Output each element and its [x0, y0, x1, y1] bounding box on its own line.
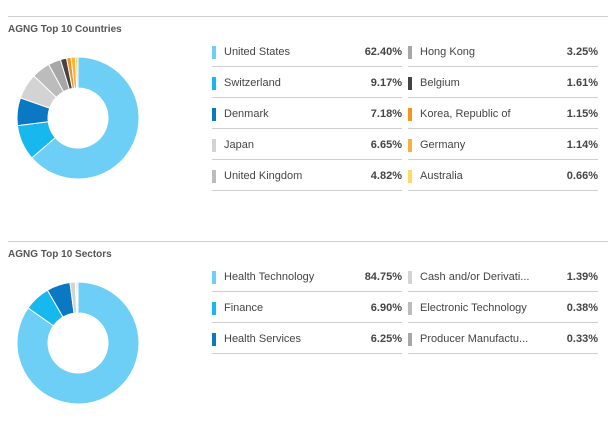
legend-value: 6.65%: [370, 139, 402, 151]
legend-label: United States: [224, 46, 291, 58]
legend-swatch: [408, 77, 412, 90]
legend-swatch: [408, 271, 412, 284]
legend-label: Belgium: [420, 77, 460, 89]
legend-swatch: [408, 170, 412, 183]
legend-item[interactable]: Hong Kong 3.25%: [408, 36, 598, 67]
legend-item[interactable]: Korea, Republic of 1.15%: [408, 98, 598, 129]
donut-slice-united-states[interactable]: [31, 56, 140, 180]
donut-slice-producer-manufactu[interactable]: [76, 281, 79, 314]
legend-label: Health Technology: [224, 271, 315, 283]
donut-slice-australia[interactable]: [74, 56, 79, 89]
legend-item[interactable]: Finance 6.90%: [212, 292, 402, 323]
donut-slice-health-technology[interactable]: [16, 281, 140, 405]
legend-label: Denmark: [224, 108, 269, 120]
countries-legend-right: Hong Kong 3.25% Belgium 1.61% Korea, Republi…: [408, 36, 598, 191]
legend-swatch: [212, 271, 216, 284]
section-divider: [8, 16, 608, 17]
legend-value: 9.17%: [370, 77, 402, 89]
legend-item[interactable]: Germany 1.14%: [408, 129, 598, 160]
legend-value: 1.61%: [566, 77, 598, 89]
legend-swatch: [408, 108, 412, 121]
legend-value: 1.15%: [566, 108, 598, 120]
legend-value: 6.90%: [370, 302, 402, 314]
legend-item[interactable]: Japan 6.65%: [212, 129, 402, 160]
legend-swatch: [212, 108, 216, 121]
legend-item[interactable]: Health Services 6.25%: [212, 323, 402, 354]
legend-value: 84.75%: [364, 271, 402, 283]
legend-swatch: [408, 333, 412, 346]
legend-swatch: [212, 77, 216, 90]
legend-label: Finance: [224, 302, 264, 314]
sectors-donut-chart: [16, 281, 140, 405]
section-divider: [8, 241, 608, 242]
legend-value: 3.25%: [566, 46, 598, 58]
legend-item[interactable]: United States 62.40%: [212, 36, 402, 67]
legend-label: Health Services: [224, 333, 302, 345]
legend-swatch: [212, 170, 216, 183]
legend-swatch: [212, 46, 216, 59]
legend-label: Korea, Republic of: [420, 108, 511, 120]
legend-value: 4.82%: [370, 170, 402, 182]
legend-item[interactable]: Belgium 1.61%: [408, 67, 598, 98]
legend-swatch: [408, 302, 412, 315]
legend-item[interactable]: Producer Manufactu... 0.33%: [408, 323, 598, 354]
legend-label: Hong Kong: [420, 46, 476, 58]
legend-swatch: [408, 139, 412, 152]
legend-value: 0.33%: [566, 333, 598, 345]
legend-item[interactable]: Switzerland 9.17%: [212, 67, 402, 98]
legend-label: Germany: [420, 139, 466, 151]
legend-label: Japan: [224, 139, 254, 151]
legend-item[interactable]: Health Technology 84.75%: [212, 261, 402, 292]
legend-value: 0.38%: [566, 302, 598, 314]
section-title: AGNG Top 10 Sectors: [8, 249, 112, 260]
legend-value: 1.14%: [566, 139, 598, 151]
countries-legend-left: United States 62.40% Switzerland 9.17% Denma…: [212, 36, 402, 191]
legend-item[interactable]: Denmark 7.18%: [212, 98, 402, 129]
legend-swatch: [408, 46, 412, 59]
legend-label: Switzerland: [224, 77, 281, 89]
legend-value: 7.18%: [370, 108, 402, 120]
legend-value: 0.66%: [566, 170, 598, 182]
legend-value: 6.25%: [370, 333, 402, 345]
legend-item[interactable]: Australia 0.66%: [408, 160, 598, 191]
legend-item[interactable]: United Kingdom 4.82%: [212, 160, 402, 191]
countries-donut-chart: [16, 56, 140, 180]
legend-label: Electronic Technology: [420, 302, 527, 314]
legend-value: 1.39%: [566, 271, 598, 283]
sectors-section: AGNG Top 10 Sectors Health Technology 84.…: [0, 241, 608, 421]
legend-item[interactable]: Electronic Technology 0.38%: [408, 292, 598, 323]
legend-swatch: [212, 302, 216, 315]
legend-value: 62.40%: [364, 46, 402, 58]
legend-label: United Kingdom: [224, 170, 303, 182]
sectors-legend-right: Cash and/or Derivati... 1.39% Electronic T…: [408, 261, 598, 354]
section-title: AGNG Top 10 Countries: [8, 24, 122, 35]
legend-label: Australia: [420, 170, 463, 182]
sectors-legend-left: Health Technology 84.75% Finance 6.90% Healt…: [212, 261, 402, 354]
legend-swatch: [212, 139, 216, 152]
legend-label: Cash and/or Derivati...: [420, 271, 530, 283]
legend-swatch: [212, 333, 216, 346]
legend-label: Producer Manufactu...: [420, 333, 529, 345]
countries-section: AGNG Top 10 Countries United States 62.40…: [0, 16, 608, 206]
legend-item[interactable]: Cash and/or Derivati... 1.39%: [408, 261, 598, 292]
